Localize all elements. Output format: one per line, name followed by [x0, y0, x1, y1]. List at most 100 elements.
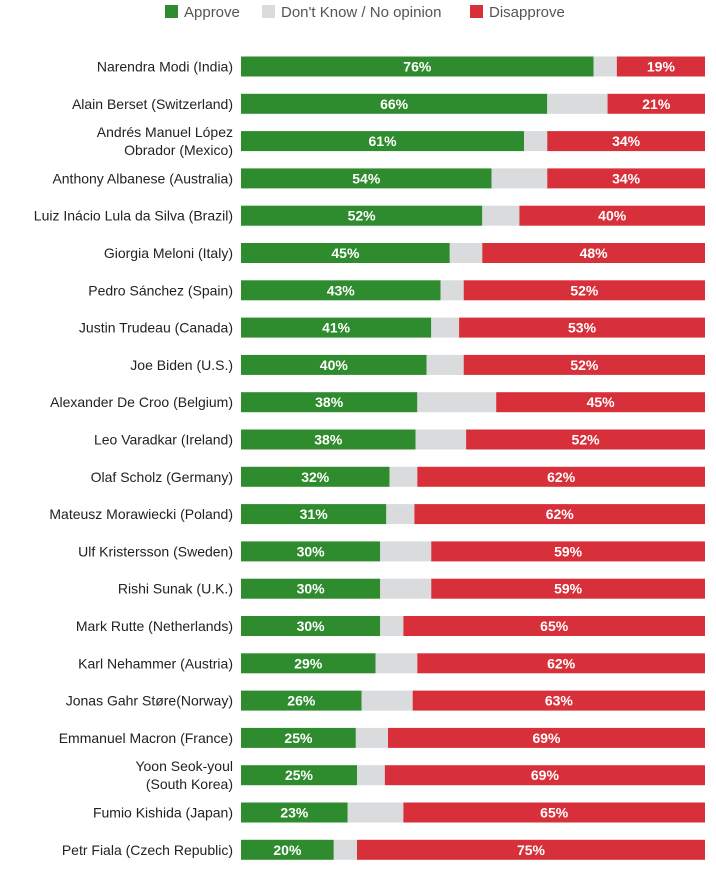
bar-don-t-know-no-opinion-ulf-kristersson-sweden	[380, 541, 432, 562]
data-label-approve-narendra-modi-india: 76%	[403, 59, 432, 75]
data-label-approve-jonas-gahr-st-re-norway: 26%	[287, 693, 316, 709]
data-label-approve-mateusz-morawiecki-poland: 31%	[300, 506, 329, 522]
category-label-line: Andrés Manuel López	[97, 124, 233, 140]
bar-disapprove-leo-varadkar-ireland	[466, 429, 705, 450]
category-label: Petr Fiala (Czech Republic)	[62, 842, 233, 858]
data-label-disapprove-alain-berset-switzerland: 21%	[642, 96, 671, 112]
category-label-line: Obrador (Mexico)	[124, 142, 233, 158]
data-label-approve-olaf-scholz-germany: 32%	[301, 469, 330, 485]
bar-disapprove-rishi-sunak-u-k	[431, 578, 705, 599]
bar-don-t-know-no-opinion-mateusz-morawiecki-poland	[386, 504, 415, 525]
legend-label-don-t-know-no-opinion: Don't Know / No opinion	[281, 4, 441, 21]
bar-approve-alexander-de-croo-belgium	[241, 392, 418, 413]
bar-don-t-know-no-opinion-rishi-sunak-u-k	[380, 578, 432, 599]
data-label-disapprove-petr-fiala-czech-republic: 75%	[517, 842, 546, 858]
data-label-disapprove-justin-trudeau-canada: 53%	[568, 320, 597, 336]
category-label: Yoon Seok-youl (South Korea)	[135, 758, 233, 792]
data-label-disapprove-fumio-kishida-japan: 65%	[540, 805, 569, 821]
bar-don-t-know-no-opinion-anthony-albanese-australia	[491, 168, 548, 189]
data-label-disapprove-karl-nehammer-austria: 62%	[547, 655, 576, 671]
data-label-approve-fumio-kishida-japan: 23%	[280, 805, 309, 821]
bar-disapprove-karl-nehammer-austria	[417, 653, 705, 674]
bar-don-t-know-no-opinion-alain-berset-switzerland	[547, 93, 608, 114]
bar-don-t-know-no-opinion-yoon-seok-youl-south-korea	[357, 765, 385, 786]
data-label-disapprove-leo-varadkar-ireland: 52%	[572, 432, 601, 448]
bar-disapprove-joe-biden-u-s	[463, 354, 705, 375]
category-label: Mateusz Morawiecki (Poland)	[49, 506, 233, 522]
bar-approve-emmanuel-macron-france	[241, 727, 356, 748]
bar-disapprove-olaf-scholz-germany	[417, 466, 705, 487]
data-label-disapprove-ulf-kristersson-sweden: 59%	[554, 543, 583, 559]
bar-approve-alain-berset-switzerland	[241, 93, 548, 114]
data-labels: 76% 19% 66% 21% 61% 34% 54% 34% 52% 40% 45% 48% 43% 5…	[273, 59, 675, 858]
data-label-approve-luiz-inacio-lula-da-silva-brazil: 52%	[348, 208, 377, 224]
bar-don-t-know-no-opinion-andres-manuel-lopez-obrador-mexico	[524, 131, 548, 152]
bar-approve-mateusz-morawiecki-poland	[241, 504, 387, 525]
data-label-approve-yoon-seok-youl-south-korea: 25%	[285, 767, 314, 783]
data-label-disapprove-pedro-sanchez-spain: 52%	[570, 282, 599, 298]
category-label: Leo Varadkar (Ireland)	[94, 432, 233, 448]
category-label: Pedro Sánchez (Spain)	[88, 282, 233, 298]
data-label-disapprove-luiz-inacio-lula-da-silva-brazil: 40%	[598, 208, 627, 224]
category-label: Andrés Manuel López Obrador (Mexico)	[97, 124, 233, 158]
bar-don-t-know-no-opinion-fumio-kishida-japan	[347, 802, 404, 823]
bar-disapprove-anthony-albanese-australia	[547, 168, 705, 189]
bar-approve-karl-nehammer-austria	[241, 653, 376, 674]
legend-swatch-don-t-know-no-opinion	[262, 5, 275, 18]
bar-disapprove-ulf-kristersson-sweden	[431, 541, 705, 562]
category-label: Anthony Albanese (Australia)	[52, 170, 233, 186]
bar-disapprove-justin-trudeau-canada	[459, 317, 705, 338]
data-label-disapprove-andres-manuel-lopez-obrador-mexico: 34%	[612, 133, 641, 149]
data-label-disapprove-mateusz-morawiecki-poland: 62%	[546, 506, 575, 522]
bar-disapprove-mateusz-morawiecki-poland	[414, 504, 705, 525]
data-label-approve-mark-rutte-netherlands: 30%	[297, 618, 326, 634]
category-label: Justin Trudeau (Canada)	[79, 320, 233, 336]
bar-disapprove-pedro-sanchez-spain	[463, 280, 705, 301]
category-label: Ulf Kristersson (Sweden)	[78, 543, 233, 559]
category-label: Luiz Inácio Lula da Silva (Brazil)	[34, 208, 233, 224]
legend-label-approve: Approve	[184, 4, 240, 21]
data-label-approve-leo-varadkar-ireland: 38%	[314, 432, 343, 448]
bar-approve-leo-varadkar-ireland	[241, 429, 416, 450]
category-label: Rishi Sunak (U.K.)	[118, 581, 233, 597]
category-label: Mark Rutte (Netherlands)	[76, 618, 233, 634]
legend: Approve Don't Know / No opinion Disapprove	[165, 4, 565, 21]
bar-disapprove-andres-manuel-lopez-obrador-mexico	[547, 131, 705, 152]
bars	[241, 56, 705, 860]
data-label-disapprove-yoon-seok-youl-south-korea: 69%	[531, 767, 560, 783]
bar-don-t-know-no-opinion-leo-varadkar-ireland	[415, 429, 467, 450]
bar-don-t-know-no-opinion-justin-trudeau-canada	[431, 317, 460, 338]
data-label-disapprove-jonas-gahr-st-re-norway: 63%	[545, 693, 574, 709]
bar-approve-mark-rutte-netherlands	[241, 616, 381, 636]
bar-don-t-know-no-opinion-joe-biden-u-s	[426, 354, 464, 375]
data-label-approve-alain-berset-switzerland: 66%	[380, 96, 409, 112]
category-label-line: Yoon Seok-youl	[135, 758, 233, 774]
bar-don-t-know-no-opinion-emmanuel-macron-france	[355, 727, 389, 748]
bar-disapprove-alain-berset-switzerland	[607, 93, 705, 114]
category-label: Alain Berset (Switzerland)	[72, 96, 233, 112]
bar-disapprove-fumio-kishida-japan	[403, 802, 705, 823]
bar-don-t-know-no-opinion-jonas-gahr-st-re-norway	[361, 690, 413, 711]
bar-approve-ulf-kristersson-sweden	[241, 541, 381, 562]
data-label-disapprove-giorgia-meloni-italy: 48%	[580, 245, 609, 261]
bar-approve-anthony-albanese-australia	[241, 168, 492, 189]
bar-disapprove-mark-rutte-netherlands	[403, 616, 705, 636]
bar-approve-jonas-gahr-st-re-norway	[241, 690, 362, 711]
category-label: Emmanuel Macron (France)	[59, 730, 233, 746]
bar-disapprove-alexander-de-croo-belgium	[496, 392, 705, 413]
data-label-disapprove-alexander-de-croo-belgium: 45%	[587, 394, 616, 410]
bar-disapprove-narendra-modi-india	[616, 56, 705, 77]
bar-approve-luiz-inacio-lula-da-silva-brazil	[241, 205, 483, 226]
bar-approve-joe-biden-u-s	[241, 354, 427, 375]
category-label: Karl Nehammer (Austria)	[78, 655, 233, 671]
category-label-line: (South Korea)	[146, 776, 233, 792]
legend-label-disapprove: Disapprove	[489, 4, 565, 21]
bar-don-t-know-no-opinion-karl-nehammer-austria	[375, 653, 418, 674]
bar-approve-pedro-sanchez-spain	[241, 280, 441, 301]
bar-disapprove-emmanuel-macron-france	[388, 727, 705, 748]
data-label-approve-justin-trudeau-canada: 41%	[322, 320, 351, 336]
category-label: Alexander De Croo (Belgium)	[50, 394, 233, 410]
bar-don-t-know-no-opinion-olaf-scholz-germany	[389, 466, 418, 487]
legend-swatch-approve	[165, 5, 178, 18]
